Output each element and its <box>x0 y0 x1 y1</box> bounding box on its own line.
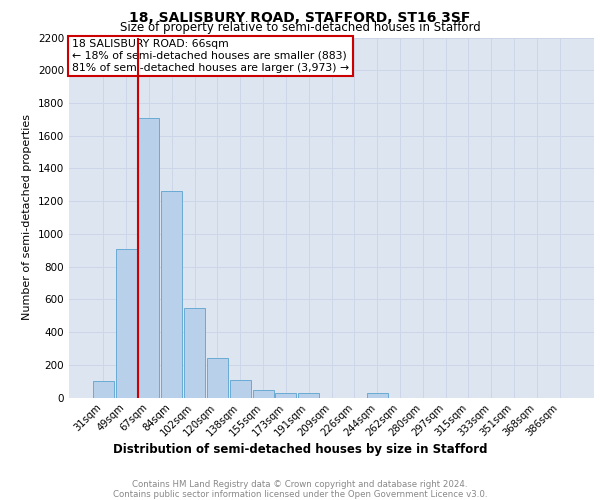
Bar <box>116 248 137 398</box>
Bar <box>230 380 251 398</box>
Bar <box>161 192 182 398</box>
Bar <box>184 308 205 398</box>
Y-axis label: Number of semi-detached properties: Number of semi-detached properties <box>22 114 32 320</box>
Text: 18, SALISBURY ROAD, STAFFORD, ST16 3SF: 18, SALISBURY ROAD, STAFFORD, ST16 3SF <box>130 11 470 25</box>
Bar <box>93 381 114 398</box>
Bar <box>298 394 319 398</box>
Bar <box>275 392 296 398</box>
Text: 18 SALISBURY ROAD: 66sqm
← 18% of semi-detached houses are smaller (883)
81% of : 18 SALISBURY ROAD: 66sqm ← 18% of semi-d… <box>71 40 349 72</box>
Text: Contains HM Land Registry data © Crown copyright and database right 2024.
Contai: Contains HM Land Registry data © Crown c… <box>113 480 487 499</box>
Bar <box>367 394 388 398</box>
Bar <box>139 118 160 398</box>
Bar <box>207 358 228 398</box>
Text: Size of property relative to semi-detached houses in Stafford: Size of property relative to semi-detach… <box>119 21 481 34</box>
Text: Distribution of semi-detached houses by size in Stafford: Distribution of semi-detached houses by … <box>113 442 487 456</box>
Bar <box>253 390 274 398</box>
